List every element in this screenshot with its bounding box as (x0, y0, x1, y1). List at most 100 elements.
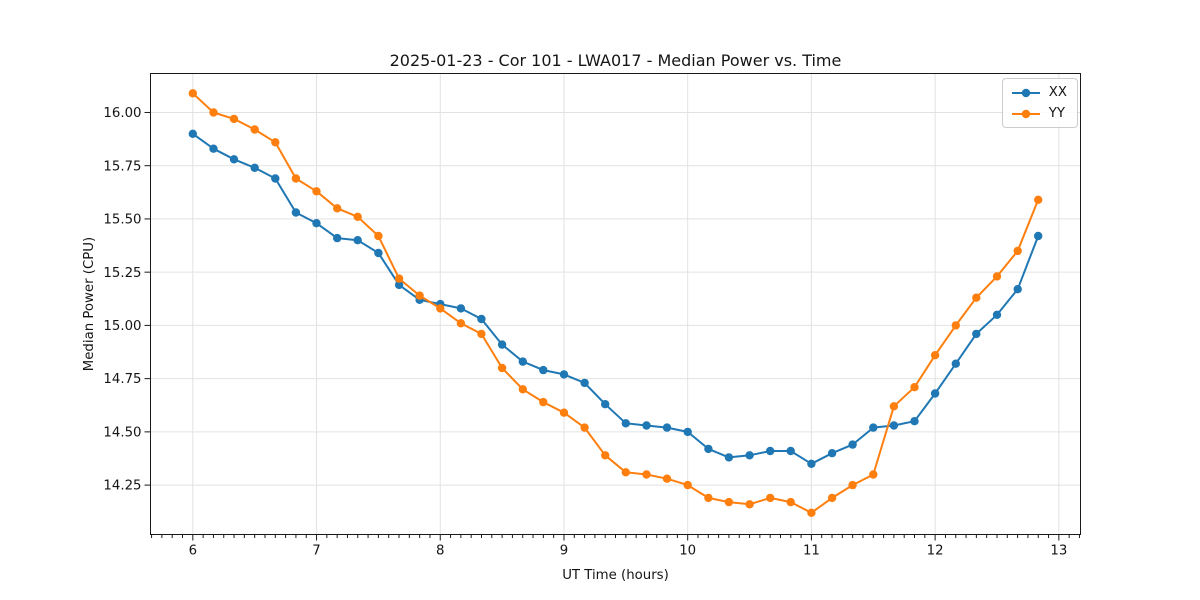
series-yy-point (353, 212, 362, 221)
y-axis-label: Median Power (CPU) (82, 237, 97, 371)
series-yy-point (724, 497, 734, 507)
series-yy-point (766, 493, 775, 503)
series-yy-point (889, 402, 899, 411)
series-xx-point (497, 340, 507, 349)
series-xx-point (580, 378, 589, 388)
series-yy-point (580, 423, 589, 432)
x-tick-label: 9 (560, 544, 568, 559)
y-tick-label: 14.50 (103, 425, 141, 440)
axis-ticks (144, 111, 1080, 541)
x-tick-label: 12 (927, 544, 944, 559)
series-yy-point (869, 470, 878, 479)
series-yy-markers (188, 89, 1043, 517)
series-xx-point (456, 304, 466, 313)
series-yy-point (333, 204, 342, 213)
series-xx-point (353, 236, 362, 245)
y-tick-label: 15.00 (103, 319, 141, 334)
x-axis-label: UT Time (hours) (562, 568, 669, 583)
legend-item-yy: YY (1011, 105, 1067, 122)
series-xx-point (291, 208, 301, 217)
series-yy-point (1013, 246, 1022, 256)
chart-title: 2025-01-23 - Cor 101 - LWA017 - Median P… (390, 51, 842, 70)
series-yy-point (704, 493, 713, 503)
series-xx-point (601, 400, 610, 409)
series-yy-point (662, 474, 672, 483)
series-yy-point (518, 385, 527, 394)
series-yy-point (456, 319, 466, 328)
series-yy-point (229, 114, 239, 124)
series-xx-point (662, 423, 672, 432)
series-yy-point (930, 351, 940, 360)
series-xx-point (209, 144, 218, 153)
x-tick-label: 8 (436, 544, 444, 559)
series-xx-point (683, 427, 692, 437)
grid-lines (150, 73, 1081, 535)
series-xx-point (374, 248, 383, 258)
series-yy-point (497, 363, 507, 373)
series-yy-point (601, 451, 610, 460)
series-xx-point (869, 423, 878, 432)
series-yy-point (188, 89, 197, 98)
series-yy-point (374, 231, 383, 241)
series-xx-point (910, 417, 919, 426)
series-xx-point (807, 459, 816, 468)
series-yy-point (683, 480, 692, 490)
series-xx-point (394, 280, 404, 290)
series-xx-point (889, 421, 899, 430)
series-yy-point (745, 500, 754, 509)
legend-line-sample-xx (1011, 88, 1040, 97)
series-yy-point (992, 272, 1002, 281)
series-xx-point (951, 359, 960, 368)
series-yy-point (786, 497, 795, 507)
series-xx-point (766, 446, 775, 456)
series-yy-point (848, 480, 857, 490)
x-tick-label: 13 (1050, 544, 1067, 559)
series-yy-point (291, 174, 301, 183)
series-xx-point (930, 389, 940, 398)
series-yy-point (415, 291, 424, 300)
series-yy-point (250, 125, 259, 134)
series-xx-point (539, 365, 548, 375)
series-xx-point (724, 453, 734, 462)
y-tick-label: 14.25 (103, 479, 141, 494)
legend-label-yy: YY (1048, 106, 1066, 121)
legend: XX YY (1001, 78, 1078, 128)
series-yy-point (642, 470, 651, 479)
series-xx-point (250, 163, 259, 172)
series-yy-point (621, 468, 630, 477)
series-xx-line (191, 132, 1040, 465)
series-xx-point (188, 129, 197, 138)
series-yy-point (312, 187, 321, 196)
series-xx-point (745, 451, 754, 460)
series-yy-point (951, 321, 960, 330)
series-xx-point (333, 233, 342, 243)
series-xx-point (992, 310, 1002, 319)
series-yy-point (972, 293, 981, 302)
legend-sample-marker (1021, 88, 1030, 97)
series-yy-point (394, 274, 404, 283)
series-xx-point (827, 449, 837, 458)
legend-item-xx: XX (1011, 84, 1067, 101)
legend-line-sample-yy (1011, 109, 1040, 118)
series-xx-point (518, 357, 527, 366)
series-yy-point (910, 383, 919, 392)
legend-sample-marker (1021, 109, 1030, 118)
series-yy-point (559, 408, 569, 417)
series-xx-point (621, 419, 630, 428)
series-yy-point (271, 138, 280, 147)
series-yy-point (827, 493, 837, 503)
series-xx-point (1013, 285, 1022, 294)
legend-label-xx: XX (1048, 85, 1067, 100)
series-yy-point (539, 397, 548, 407)
series-xx-markers (188, 129, 1043, 468)
series-xx-point (642, 421, 651, 430)
series-xx-point (559, 370, 569, 379)
y-tick-label: 16.00 (103, 106, 141, 121)
plot-border (150, 73, 1081, 535)
series-yy-line (191, 92, 1040, 514)
series-xx-point (312, 219, 321, 228)
x-tick-label: 7 (312, 544, 320, 559)
series-xx-point (704, 444, 713, 454)
x-tick-label: 6 (189, 544, 197, 559)
